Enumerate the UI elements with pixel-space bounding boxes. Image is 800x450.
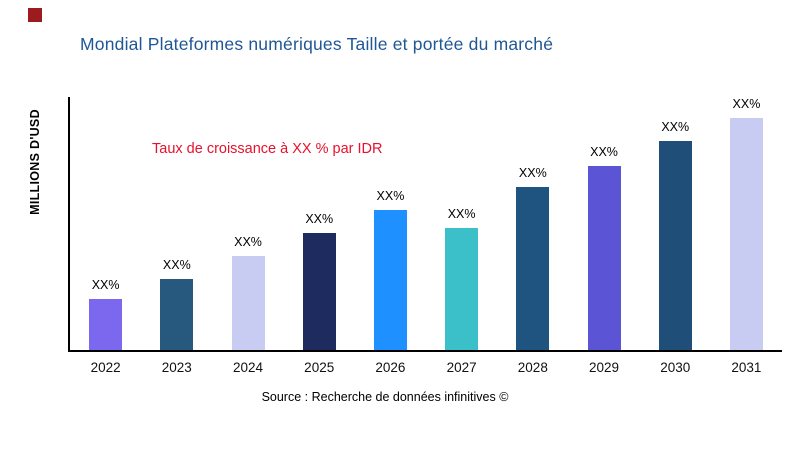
bar	[160, 279, 194, 350]
bar-value-label: XX%	[234, 235, 262, 249]
bar	[445, 228, 479, 350]
chart-title: Mondial Plateformes numériques Taille et…	[80, 34, 554, 54]
bar-value-label: XX%	[305, 212, 334, 226]
x-tick-label: 2024	[232, 360, 264, 375]
plot-area: Taux de croissance à XX % par IDR XX% 202…	[68, 97, 782, 375]
brand-mark	[28, 8, 42, 22]
x-tick-label: 2028	[517, 360, 548, 375]
x-tick-label: 2023	[161, 360, 192, 375]
source-caption: Source : Recherche de données infinitive…	[261, 390, 509, 404]
bar-value-label: XX%	[661, 120, 690, 134]
bar	[89, 299, 123, 350]
bar-group: XX% 2024	[212, 97, 283, 375]
bar-value-label: XX%	[91, 278, 120, 292]
bar-group: XX% 2029	[568, 97, 639, 375]
bar-group: XX% 2023	[141, 97, 212, 375]
bar	[516, 187, 550, 350]
bar-value-label: XX%	[590, 145, 618, 159]
bar-value-label: XX%	[376, 189, 405, 203]
bar-value-label: XX%	[518, 166, 547, 180]
bar-value-label: XX%	[447, 207, 476, 221]
bar-group: XX% 2022	[70, 97, 141, 375]
bar	[729, 118, 763, 350]
x-tick-label: 2025	[304, 360, 335, 375]
x-tick-label: 2022	[90, 360, 121, 375]
x-tick-label: 2029	[588, 360, 620, 375]
bar	[231, 256, 265, 350]
x-tick-label: 2031	[731, 360, 762, 375]
x-tick-label: 2027	[446, 360, 477, 375]
bar-group: XX% 2028	[497, 97, 568, 375]
bar-group: XX% 2025	[284, 97, 355, 375]
bar	[373, 210, 407, 350]
growth-annotation: Taux de croissance à XX % par IDR	[152, 141, 383, 157]
bar-value-label: XX%	[732, 97, 761, 111]
bar-group: XX% 2027	[426, 97, 497, 375]
x-tick-label: 2026	[375, 360, 406, 375]
bar	[658, 141, 692, 350]
bar	[587, 166, 621, 350]
y-axis-label: MILLIONS D'USD	[28, 109, 42, 215]
bar-group: XX% 2031	[711, 97, 782, 375]
bar-group: XX% 2030	[640, 97, 711, 375]
bar-value-label: XX%	[162, 258, 191, 272]
bars-container: XX% 2022 XX% 2023 XX% 2024 XX% 2025 XX% 2026 XX% 20…	[70, 97, 782, 375]
x-tick-label: 2030	[660, 360, 691, 375]
bar	[302, 233, 336, 350]
bar-group: XX% 2026	[355, 97, 426, 375]
